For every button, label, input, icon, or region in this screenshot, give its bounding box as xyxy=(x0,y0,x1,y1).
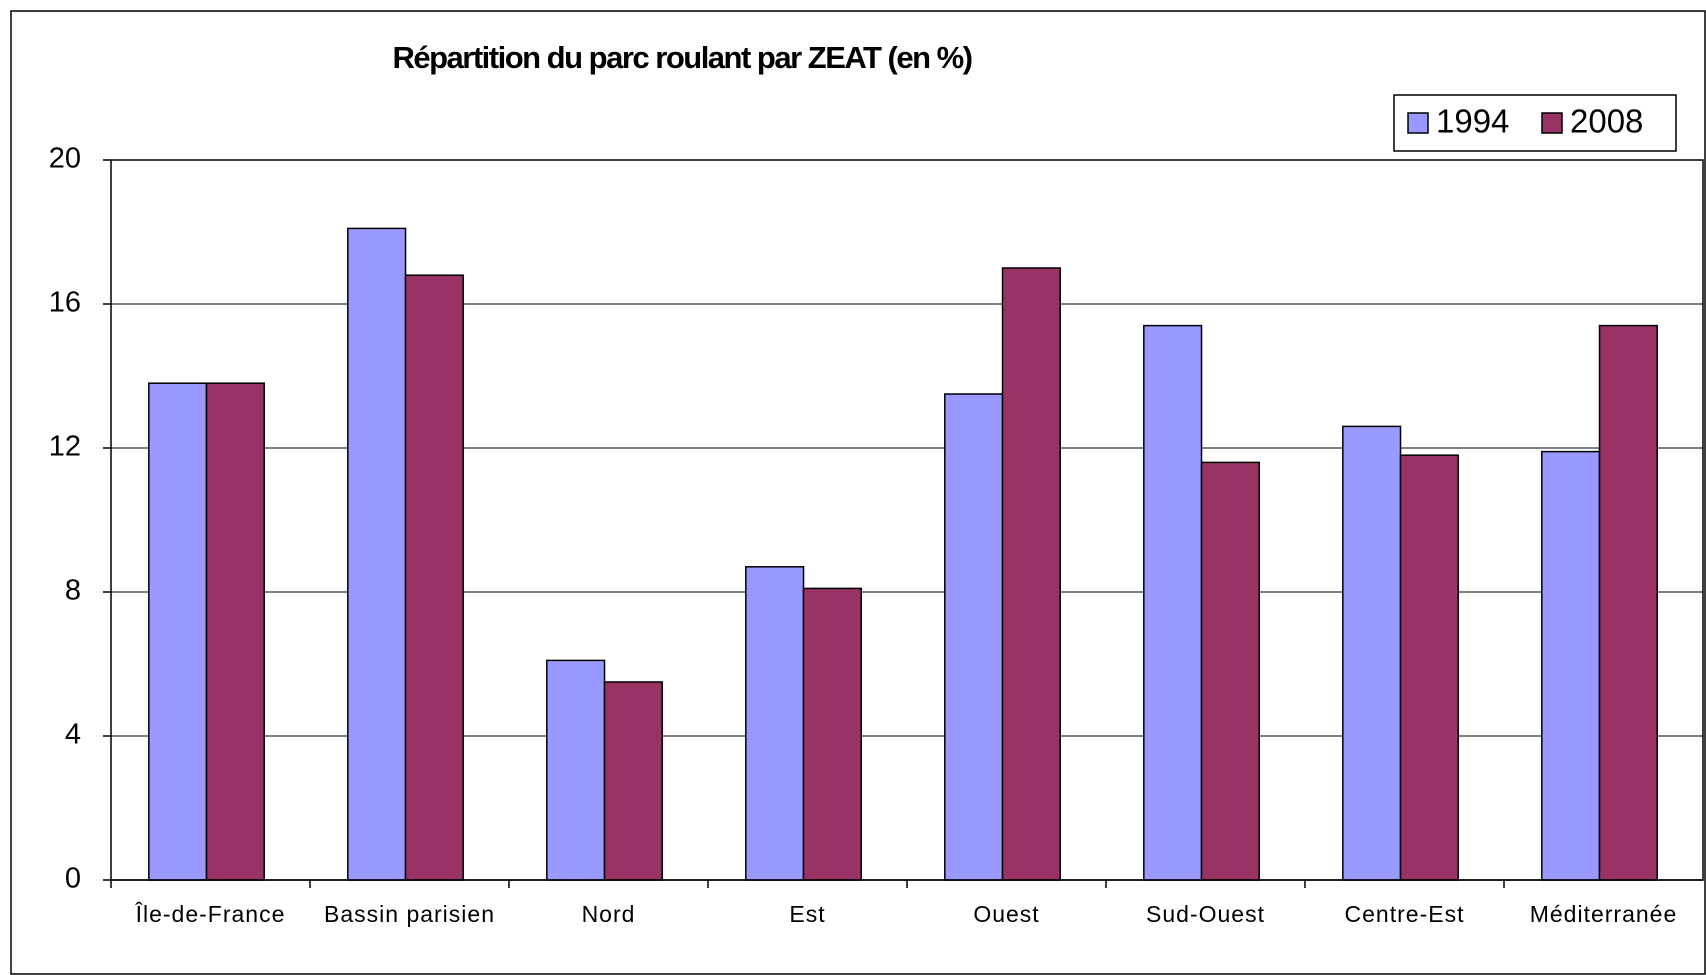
y-tick-label: 4 xyxy=(65,719,81,751)
bar xyxy=(1143,324,1203,881)
x-tick-label: Bassin parisien xyxy=(324,901,495,927)
x-tick-label: Ouest xyxy=(973,901,1040,927)
legend-swatch xyxy=(1541,112,1563,134)
legend-box xyxy=(1393,94,1677,152)
legend-label: 2008 xyxy=(1570,103,1643,140)
legend-label: 1994 xyxy=(1436,103,1509,140)
x-tick-label: Sud-Ouest xyxy=(1146,901,1265,927)
bar xyxy=(404,274,464,881)
bar xyxy=(148,382,208,881)
y-tick-label: 8 xyxy=(65,575,81,607)
x-tick-label: Méditerranée xyxy=(1529,901,1678,927)
bar xyxy=(745,566,805,881)
bar xyxy=(1598,324,1658,881)
x-tick-label: Île-de-France xyxy=(135,901,286,927)
bar xyxy=(1001,267,1061,881)
bar xyxy=(1200,461,1260,881)
bar xyxy=(1342,425,1402,881)
bar xyxy=(1541,450,1601,881)
bar xyxy=(944,393,1004,881)
x-tick-label: Nord xyxy=(581,901,636,927)
bar xyxy=(205,382,265,881)
y-tick-label: 20 xyxy=(49,143,81,175)
y-tick-label: 12 xyxy=(49,431,81,463)
y-tick-label: 0 xyxy=(65,863,81,895)
bar xyxy=(1399,454,1459,881)
bar xyxy=(603,681,663,881)
bar xyxy=(347,227,407,881)
x-tick-label: Centre-Est xyxy=(1344,901,1465,927)
bar xyxy=(546,659,606,881)
legend-swatch xyxy=(1407,112,1429,134)
x-tick-label: Est xyxy=(789,901,826,927)
bar xyxy=(802,587,862,881)
y-tick-label: 16 xyxy=(49,287,81,319)
chart-title: Répartition du parc roulant par ZEAT (en… xyxy=(392,40,971,75)
